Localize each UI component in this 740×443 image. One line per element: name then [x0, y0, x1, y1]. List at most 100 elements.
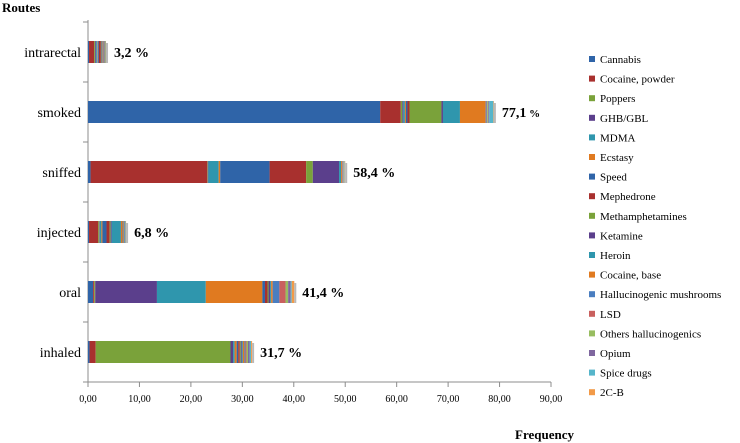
x-tick-label: 70,00 — [437, 394, 460, 405]
bar-segment — [238, 341, 240, 363]
x-tick-label: 50,00 — [334, 394, 357, 405]
bar-segment — [241, 341, 243, 363]
bar-segment — [94, 41, 96, 63]
bar-segment — [249, 341, 252, 363]
bar-end-shadow — [493, 103, 496, 123]
bar-segment — [285, 281, 289, 303]
bar-segment — [230, 341, 234, 363]
legend-swatch — [589, 154, 595, 160]
legend-swatch — [589, 310, 595, 317]
bar-segment — [268, 281, 271, 303]
legend-label: Mephedrone — [600, 191, 656, 203]
legend-swatch — [589, 95, 595, 102]
legend-swatch — [589, 369, 595, 376]
bar-segment — [103, 41, 104, 63]
legend-swatch — [589, 75, 595, 82]
bar-end-shadow — [106, 43, 109, 63]
legend-swatch — [589, 252, 595, 258]
legend-label: Cocaine, powder — [600, 74, 675, 86]
bar-segment — [487, 101, 489, 123]
bar-segment — [409, 101, 442, 123]
bar-segment — [380, 101, 401, 123]
bar-total-label: 31,7 % — [260, 346, 302, 361]
category-label: inhaled — [40, 346, 81, 361]
category-label: smoked — [37, 106, 81, 121]
legend-label: LSD — [600, 309, 621, 321]
legend-swatch — [589, 114, 595, 121]
bar-segment — [125, 221, 127, 243]
bar-segment — [156, 281, 206, 303]
bar-segment — [288, 281, 291, 303]
category-label: intrarectal — [24, 46, 81, 61]
category-label: oral — [59, 286, 81, 301]
bar-segment — [485, 101, 487, 123]
legend-swatch — [589, 232, 595, 239]
legend-swatch — [589, 173, 595, 180]
legend-label: Methamphetamines — [600, 211, 687, 223]
legend-label: Opium — [600, 348, 631, 360]
legend-swatch — [589, 350, 595, 356]
bar-segment — [245, 341, 247, 363]
bar-segment — [246, 341, 248, 363]
x-tick-label: 30,00 — [231, 394, 254, 405]
bar-total-label: 6,8 % — [134, 226, 169, 241]
bar-segment — [207, 161, 209, 183]
bar-segment — [98, 221, 100, 243]
bar-segment — [109, 221, 111, 243]
bar-segment — [244, 341, 246, 363]
bar-segment — [233, 341, 235, 363]
x-tick-label: 90,00 — [540, 394, 563, 405]
bar-segment — [102, 221, 107, 243]
bar-segment — [90, 161, 208, 183]
legend-label: Cannabis — [600, 54, 641, 66]
x-axis-title: Frequency — [515, 427, 574, 442]
bar-segment — [103, 41, 105, 63]
bar-segment — [104, 41, 106, 63]
legend-label: MDMA — [600, 132, 636, 144]
legend-swatch — [589, 56, 595, 62]
bar-segment — [240, 341, 242, 363]
bar-total-label: 41,4 % — [302, 286, 344, 301]
category-label: injected — [37, 226, 81, 241]
bar-segment — [234, 341, 237, 363]
bar-segment — [123, 221, 125, 243]
bar-segment — [89, 41, 95, 63]
bar-segment — [343, 161, 344, 183]
bar-segment — [97, 41, 98, 63]
bar-segment — [488, 101, 490, 123]
bar-segment — [105, 41, 107, 63]
plot-area: 0,00 10,00 20,00 30,00 40,00 50,00 60,00 70,00 8… — [24, 20, 562, 405]
bar-segment — [98, 41, 101, 63]
bar-total-label: 58,4 % — [353, 166, 395, 181]
bar-segment — [291, 281, 295, 303]
legend-label: Spice drugs — [600, 368, 652, 380]
bar-segment — [236, 341, 239, 363]
bar-total-label: 77,1 % — [502, 106, 540, 121]
x-tick-label: 10,00 — [128, 394, 151, 405]
legend: Cannabis Cocaine, powder Poppers GHB/GBL MDM… — [589, 54, 721, 399]
bar-segment — [343, 161, 345, 183]
bar-segment — [101, 41, 103, 63]
bar-segment — [339, 161, 342, 183]
bar-segment — [218, 161, 221, 183]
bar-segment — [344, 161, 345, 183]
legend-swatch — [589, 271, 595, 278]
x-tick-label: 20,00 — [180, 394, 203, 405]
bar-segment — [407, 101, 410, 123]
legend-swatch — [589, 212, 595, 219]
x-tick-label: 60,00 — [385, 394, 408, 405]
bar-segment — [486, 101, 488, 123]
legend-swatch — [589, 291, 595, 298]
bar-segment — [89, 341, 96, 363]
bar-segment — [272, 281, 280, 303]
bar-segment — [239, 341, 241, 363]
bar-segment — [269, 161, 307, 183]
bar-total-label: 3,2 % — [114, 46, 149, 61]
bar-segment — [104, 41, 105, 63]
bar-segment — [312, 161, 340, 183]
bar-segment — [111, 221, 121, 243]
bar-segment — [442, 101, 460, 123]
category-label: sniffed — [42, 166, 81, 181]
legend-swatch — [589, 193, 595, 200]
bar-segment — [88, 41, 90, 63]
